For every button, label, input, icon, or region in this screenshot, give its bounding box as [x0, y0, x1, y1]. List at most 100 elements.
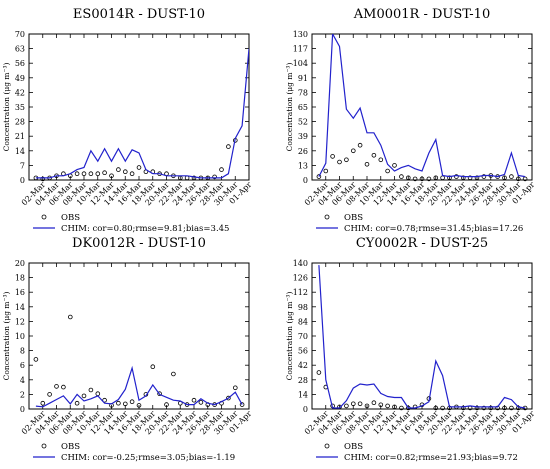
chim-series-line	[35, 365, 243, 408]
obs-point	[330, 154, 335, 159]
obs-point	[509, 405, 514, 411]
obs-point	[316, 174, 322, 179]
y-tick-label: 35	[15, 103, 25, 112]
plot-frame	[28, 262, 250, 410]
plot-frame	[28, 33, 250, 181]
y-axis-label: Concentration (μg m⁻³)	[2, 63, 11, 152]
obs-point	[116, 400, 121, 406]
obs-point	[95, 391, 101, 397]
y-tick-label: 63	[15, 45, 25, 54]
obs-point	[392, 404, 397, 410]
y-tick-label: 6	[20, 361, 25, 370]
chart-panel-2: AM0001R - DUST-10 0 13 26 39 52 65 78 91 104 117 13…	[285, 7, 537, 234]
obs-point	[88, 171, 94, 177]
obs-point	[171, 371, 176, 377]
chim-series-line	[318, 34, 526, 178]
y-tick-label: 112	[293, 288, 308, 297]
y-tick-label: 26	[298, 147, 308, 156]
obs-point	[481, 405, 487, 411]
obs-point	[412, 176, 418, 182]
obs-point	[515, 176, 521, 182]
obs-point	[219, 167, 224, 172]
y-tick-label: 70	[298, 332, 308, 341]
obs-point	[405, 175, 411, 181]
legend-circle-swatch	[324, 443, 330, 449]
obs-point	[474, 405, 480, 411]
obs-point	[212, 174, 217, 180]
y-tick-label: 42	[298, 361, 308, 370]
y-tick-label: 84	[298, 317, 308, 326]
legend-label: OBS	[344, 213, 363, 223]
obs-point	[474, 175, 480, 181]
obs-point	[47, 392, 52, 397]
legend-circle-swatch	[41, 214, 47, 220]
obs-point	[385, 168, 390, 174]
obs-point	[399, 405, 404, 411]
obs-point	[440, 175, 445, 181]
obs-point	[81, 393, 87, 399]
obs-point	[371, 400, 377, 406]
obs-point	[54, 384, 59, 389]
y-tick-label: 7	[20, 161, 25, 170]
obs-point	[123, 169, 128, 175]
y-tick-label: 56	[15, 59, 25, 68]
chart-title: DK0012R - DUST-10	[72, 236, 206, 251]
obs-point	[40, 176, 46, 182]
y-tick-label: 20	[15, 259, 25, 268]
obs-point	[40, 400, 46, 406]
y-axis-label: Concentration (μg m⁻³)	[285, 63, 294, 152]
obs-point	[81, 171, 87, 177]
legend-label: OBS	[61, 213, 80, 223]
obs-point	[337, 159, 342, 165]
y-tick-label: 91	[298, 74, 308, 83]
obs-point	[460, 175, 466, 181]
y-tick-label: 8	[20, 347, 25, 356]
obs-point	[467, 175, 473, 181]
obs-point	[88, 387, 94, 393]
y-tick-label: 78	[298, 88, 308, 97]
obs-point	[74, 171, 80, 177]
y-tick-label: 14	[298, 390, 308, 399]
obs-point	[522, 176, 528, 182]
obs-point	[233, 385, 238, 391]
obs-point	[399, 174, 404, 179]
obs-point	[378, 157, 384, 163]
obs-point	[481, 174, 487, 179]
legend-label: OBS	[344, 442, 363, 452]
obs-point	[191, 175, 197, 181]
obs-point	[488, 405, 494, 411]
y-tick-label: 39	[298, 132, 308, 141]
obs-point	[419, 176, 425, 182]
y-tick-label: 126	[293, 274, 308, 283]
y-axis-label: Concentration (μg m⁻³)	[285, 292, 294, 381]
y-tick-label: 65	[298, 103, 308, 112]
obs-point	[123, 401, 128, 407]
legend-label: CHIM: cor=0.82;rmse=21.93;bias=9.72	[344, 453, 518, 463]
legend-label: CHIM: cor=0.78;rmse=31.45;bias=17.26	[344, 224, 523, 234]
y-tick-label: 0	[20, 176, 25, 185]
y-tick-label: 12	[15, 317, 25, 326]
obs-point	[316, 370, 322, 375]
obs-point	[164, 402, 169, 407]
legend-label: OBS	[61, 442, 80, 452]
obs-point	[344, 403, 349, 409]
y-tick-label: 0	[20, 405, 25, 414]
y-tick-label: 56	[298, 347, 308, 356]
y-tick-label: 98	[298, 303, 308, 312]
obs-point	[350, 148, 356, 154]
obs-point	[357, 142, 363, 148]
chart-panel-1: ES0014R - DUST-10 0 7 14 21 28 35 42 49 56 63 70 Con…	[2, 7, 254, 234]
obs-point	[433, 175, 439, 181]
y-tick-label: 117	[293, 45, 308, 54]
y-tick-label: 0	[303, 176, 308, 185]
obs-point	[502, 405, 507, 411]
obs-point	[344, 157, 349, 163]
y-tick-label: 16	[15, 288, 25, 297]
y-tick-label: 4	[20, 376, 25, 385]
obs-point	[433, 405, 439, 411]
obs-point	[102, 170, 107, 176]
y-tick-label: 49	[15, 74, 25, 83]
obs-point	[323, 168, 329, 174]
chart-panel-4: CY0002R - DUST-25 0 14 28 42 56 70 84 98 112 126 14…	[285, 236, 537, 463]
